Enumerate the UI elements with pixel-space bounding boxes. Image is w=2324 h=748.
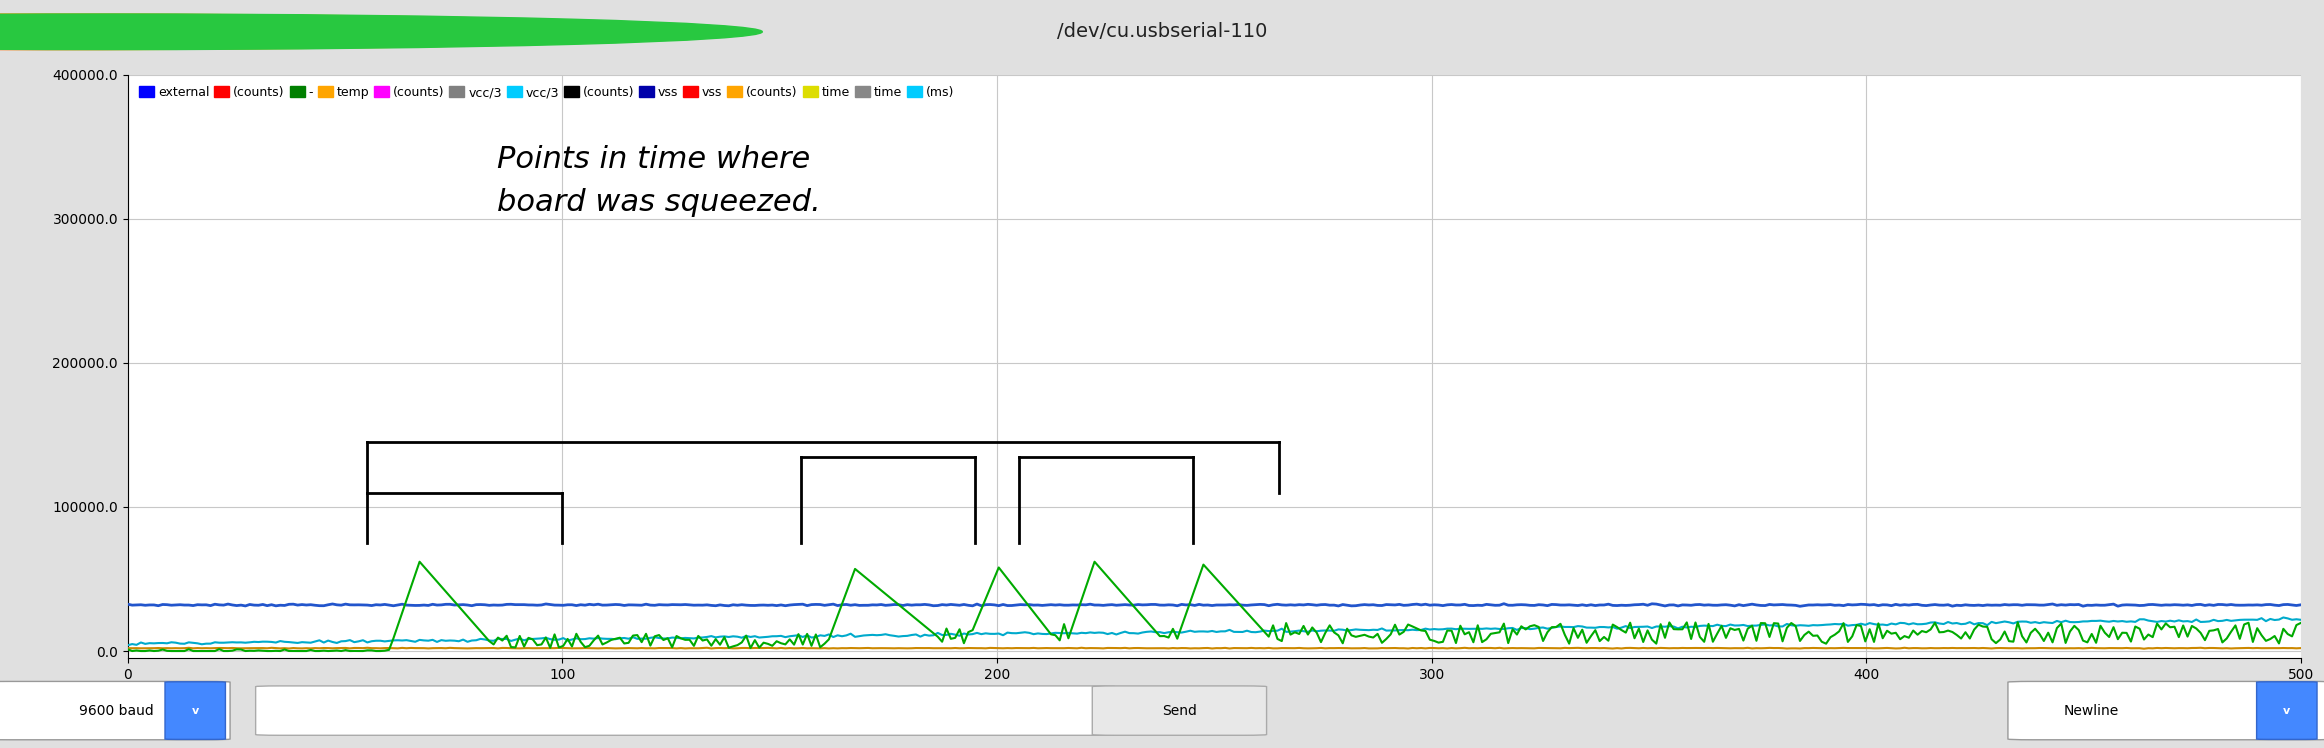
FancyBboxPatch shape xyxy=(256,686,1116,735)
Circle shape xyxy=(0,14,762,49)
FancyBboxPatch shape xyxy=(2257,682,2317,739)
FancyBboxPatch shape xyxy=(1092,686,1267,735)
FancyBboxPatch shape xyxy=(0,681,230,740)
Text: /dev/cu.usbserial-110: /dev/cu.usbserial-110 xyxy=(1057,22,1267,41)
Text: v: v xyxy=(2282,705,2291,716)
FancyBboxPatch shape xyxy=(2008,681,2324,740)
Circle shape xyxy=(0,14,688,49)
Circle shape xyxy=(0,14,725,49)
Legend: external, (counts), -, temp, (counts), vcc/3, vcc/3, (counts), vss, vss, (counts: external, (counts), -, temp, (counts), v… xyxy=(135,81,960,104)
FancyBboxPatch shape xyxy=(165,682,225,739)
Text: Newline: Newline xyxy=(2064,704,2119,717)
Text: v: v xyxy=(191,705,200,716)
Text: 9600 baud: 9600 baud xyxy=(79,704,153,717)
Text: Points in time where
board was squeezed.: Points in time where board was squeezed. xyxy=(497,145,820,217)
Text: Send: Send xyxy=(1162,704,1197,717)
